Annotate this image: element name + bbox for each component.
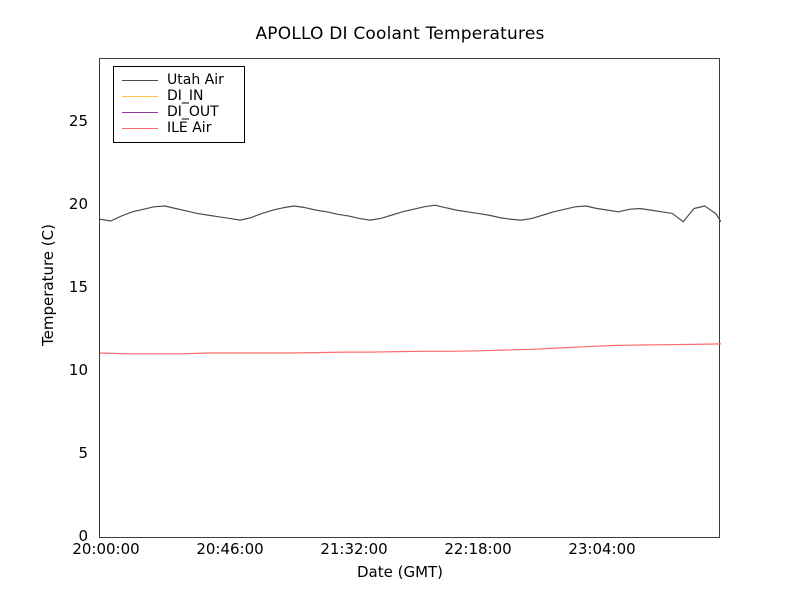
x-tick-label-2: 21:32:00 — [320, 540, 388, 558]
y-axis-label: Temperature (C) — [39, 224, 57, 346]
chart-legend: Utah Air DI_IN DI_OUT ILE Air — [113, 66, 245, 143]
chart-title: APOLLO DI Coolant Temperatures — [255, 24, 545, 44]
y-tick-label-0: 0 — [78, 527, 88, 545]
y-tick-label-10: 10 — [68, 361, 88, 379]
x-tick-label-1: 20:46:00 — [196, 540, 264, 558]
plot-lines — [100, 204, 721, 355]
y-tick-label-25: 25 — [68, 112, 88, 130]
x-axis-label: Date (GMT) — [356, 563, 444, 581]
series-line-utah-air — [100, 204, 721, 223]
legend-item-ile-air[interactable]: ILE Air — [120, 120, 238, 136]
legend-swatch-ile-air — [122, 127, 158, 129]
legend-label-ile-air: ILE Air — [167, 120, 212, 136]
y-tick-label-15: 15 — [68, 278, 88, 296]
legend-item-utah-air[interactable]: Utah Air — [120, 72, 238, 88]
legend-label-di-in: DI_IN — [167, 88, 204, 104]
legend-label-utah-air: Utah Air — [167, 72, 224, 88]
x-tick-label-3: 22:18:00 — [444, 540, 512, 558]
y-tick-label-20: 20 — [68, 195, 88, 213]
legend-swatch-di-out — [122, 111, 158, 113]
legend-swatch-utah-air — [122, 79, 158, 81]
legend-item-di-in[interactable]: DI_IN — [120, 88, 238, 104]
x-tick-label-0: 20:00:00 — [72, 540, 140, 558]
legend-label-di-out: DI_OUT — [167, 104, 219, 120]
series-line-ile-air — [100, 343, 721, 355]
legend-item-di-out[interactable]: DI_OUT — [120, 104, 238, 120]
y-tick-label-5: 5 — [78, 444, 88, 462]
legend-swatch-di-in — [122, 95, 158, 97]
x-tick-label-4: 23:04:00 — [568, 540, 636, 558]
